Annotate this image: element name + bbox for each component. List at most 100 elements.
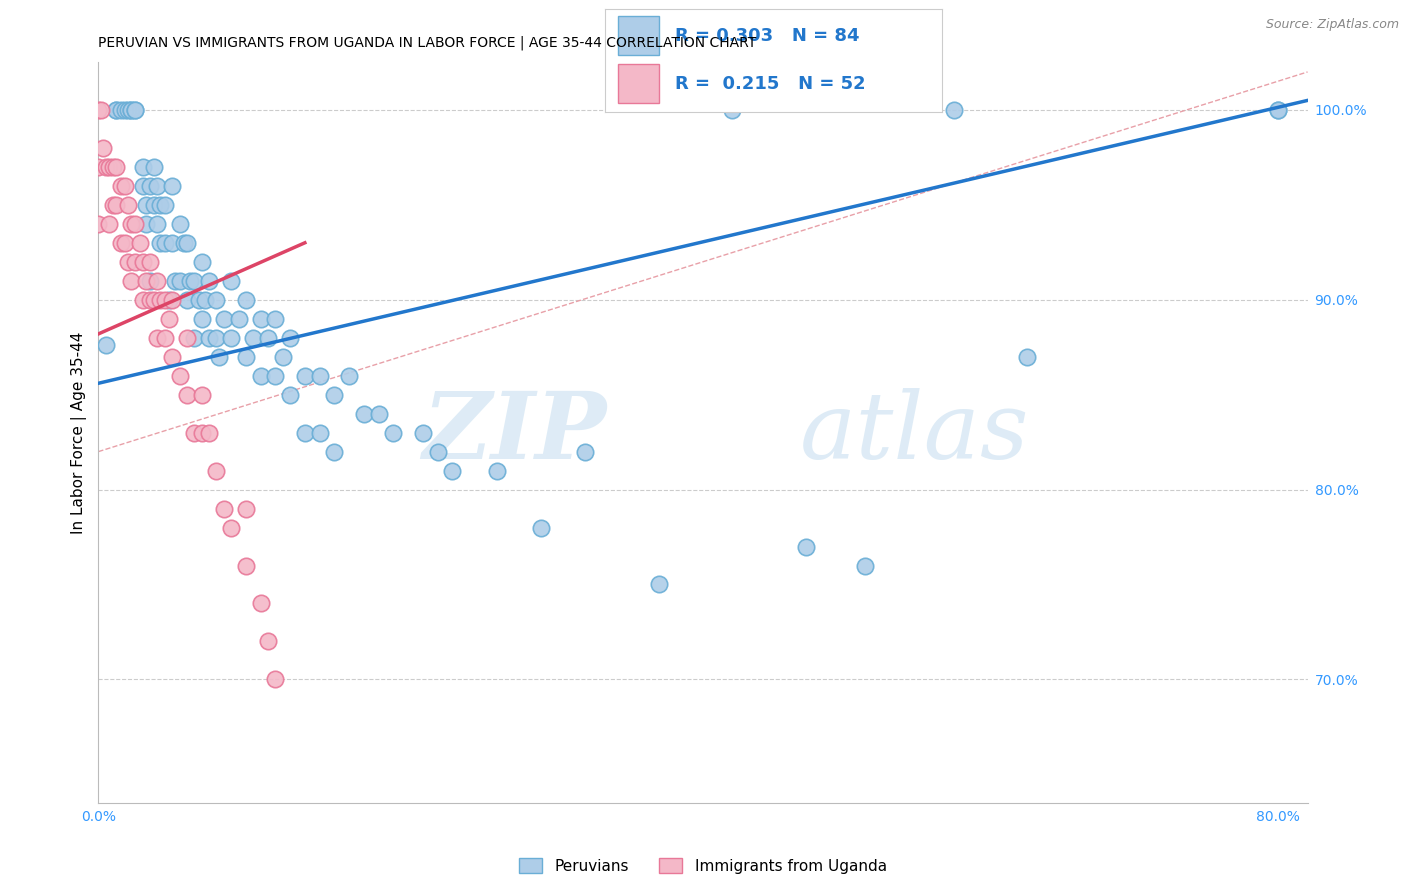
Point	[179, 274, 201, 288]
Point	[139, 178, 162, 193]
Point	[235, 558, 257, 573]
Point	[110, 178, 132, 193]
Point	[120, 103, 142, 117]
Point	[105, 198, 128, 212]
Point	[135, 274, 157, 288]
Point	[278, 387, 301, 401]
Point	[176, 331, 198, 345]
Point	[441, 464, 464, 478]
Point	[235, 350, 257, 364]
Point	[323, 387, 346, 401]
Text: ZIP: ZIP	[422, 388, 606, 477]
Point	[242, 331, 264, 345]
Point	[176, 387, 198, 401]
Point	[176, 235, 198, 250]
Point	[190, 387, 212, 401]
Point	[165, 274, 187, 288]
Point	[146, 178, 169, 193]
Point	[219, 331, 242, 345]
Point	[131, 160, 153, 174]
Point	[87, 217, 110, 231]
Point	[124, 217, 146, 231]
Point	[128, 235, 150, 250]
Point	[183, 274, 205, 288]
Point	[264, 673, 287, 687]
FancyBboxPatch shape	[619, 64, 658, 103]
Point	[139, 254, 162, 268]
Point	[205, 293, 228, 307]
Legend: Peruvians, Immigrants from Uganda: Peruvians, Immigrants from Uganda	[513, 852, 893, 880]
Point	[153, 331, 176, 345]
Point	[160, 235, 183, 250]
Point	[146, 331, 169, 345]
Point	[205, 331, 228, 345]
Point	[794, 540, 817, 554]
Point	[105, 160, 128, 174]
Point	[101, 160, 124, 174]
Point	[157, 293, 180, 307]
Point	[146, 274, 169, 288]
Point	[264, 311, 287, 326]
Point	[169, 274, 191, 288]
Point	[278, 331, 301, 345]
Point	[91, 141, 114, 155]
Text: atlas: atlas	[800, 388, 1029, 477]
Point	[87, 160, 110, 174]
Point	[146, 217, 169, 231]
Point	[114, 103, 136, 117]
Point	[198, 274, 221, 288]
Text: R = 0.303   N = 84: R = 0.303 N = 84	[675, 27, 860, 45]
Point	[249, 368, 271, 383]
Point	[205, 464, 228, 478]
Point	[721, 103, 744, 117]
Point	[337, 368, 360, 383]
Point	[153, 198, 176, 212]
Point	[194, 293, 217, 307]
Point	[131, 293, 153, 307]
Text: PERUVIAN VS IMMIGRANTS FROM UGANDA IN LABOR FORCE | AGE 35-44 CORRELATION CHART: PERUVIAN VS IMMIGRANTS FROM UGANDA IN LA…	[98, 36, 756, 50]
Point	[139, 274, 162, 288]
Point	[294, 425, 316, 440]
Point	[120, 103, 142, 117]
Point	[114, 178, 136, 193]
Point	[198, 331, 221, 345]
Point	[105, 103, 128, 117]
Point	[124, 254, 146, 268]
Point	[124, 103, 146, 117]
Text: Source: ZipAtlas.com: Source: ZipAtlas.com	[1265, 18, 1399, 31]
Point	[183, 425, 205, 440]
Point	[353, 407, 375, 421]
Point	[131, 254, 153, 268]
Point	[143, 198, 166, 212]
Point	[173, 235, 195, 250]
Point	[105, 103, 128, 117]
Point	[97, 217, 120, 231]
Point	[160, 178, 183, 193]
Point	[160, 350, 183, 364]
Point	[117, 198, 139, 212]
Point	[94, 160, 117, 174]
Point	[187, 293, 209, 307]
Point	[90, 103, 112, 117]
Point	[114, 235, 136, 250]
Point	[530, 520, 553, 534]
Point	[101, 198, 124, 212]
Point	[149, 235, 172, 250]
Point	[110, 103, 132, 117]
Point	[153, 235, 176, 250]
FancyBboxPatch shape	[619, 16, 658, 55]
Point	[271, 350, 294, 364]
Point	[157, 311, 180, 326]
Point	[124, 103, 146, 117]
Point	[219, 274, 242, 288]
Point	[257, 331, 280, 345]
Point	[212, 501, 235, 516]
Point	[117, 254, 139, 268]
Point	[648, 577, 671, 591]
Point	[235, 501, 257, 516]
Point	[942, 103, 965, 117]
Point	[190, 425, 212, 440]
Point	[149, 293, 172, 307]
Point	[264, 368, 287, 383]
Point	[169, 217, 191, 231]
